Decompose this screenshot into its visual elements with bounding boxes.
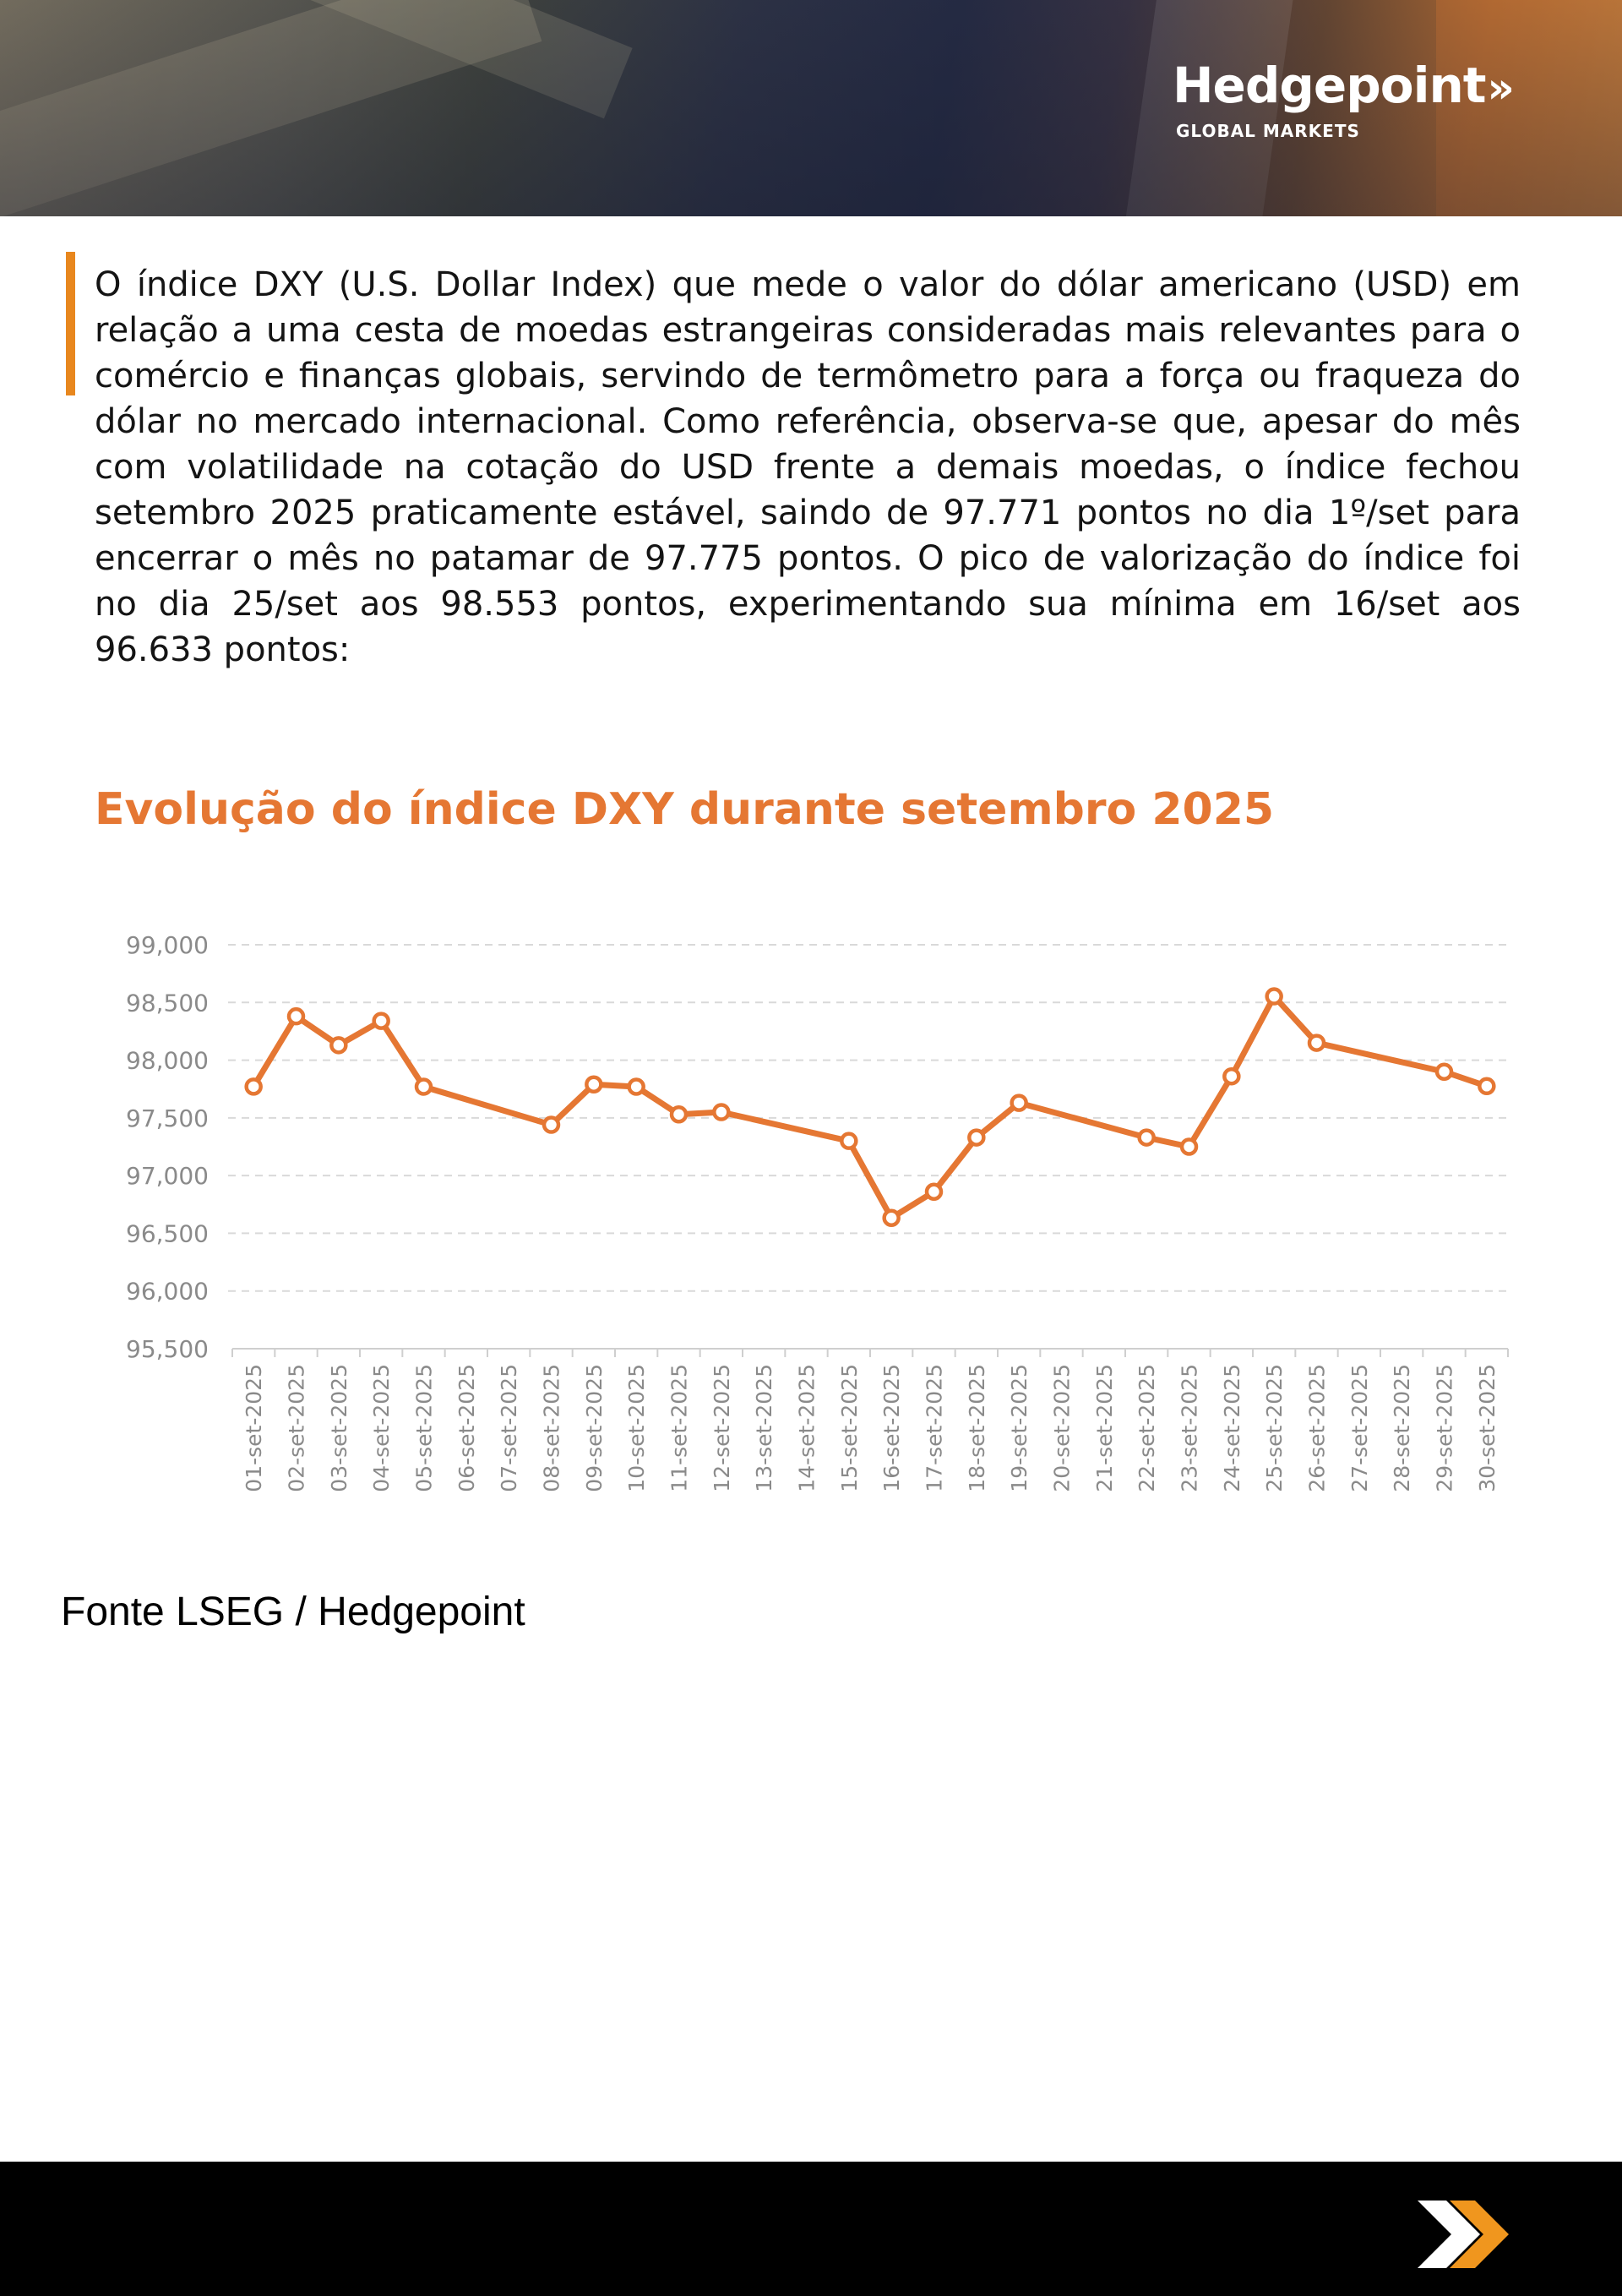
data-point [967,1128,986,1147]
x-tick-label: 27-set-2025 [1347,1364,1372,1492]
data-point [627,1077,645,1096]
brand-name: Hedgepoint [1173,57,1487,114]
footer-bar [0,2162,1622,2296]
x-tick-label: 18-set-2025 [965,1364,989,1492]
x-tick-label: 08-set-2025 [540,1364,564,1492]
y-tick-label: 99,000 [126,931,209,959]
x-tick-label: 14-set-2025 [795,1364,819,1492]
y-tick-label: 98,000 [126,1047,209,1075]
brand-subtitle: GLOBAL MARKETS [1176,121,1360,141]
intro-paragraph: O índice DXY (U.S. Dollar Index) que med… [95,265,1521,669]
x-tick-label: 23-set-2025 [1178,1364,1202,1492]
x-tick-label: 26-set-2025 [1305,1364,1330,1492]
y-tick-label: 96,500 [126,1219,209,1247]
hedgepoint-chevron-icon [1418,2201,1509,2268]
brand-chevron-icon: » [1487,63,1515,112]
data-point [286,1006,306,1026]
x-tick-label: 29-set-2025 [1433,1364,1457,1492]
x-tick-label: 10-set-2025 [624,1364,649,1492]
x-tick-label: 30-set-2025 [1475,1364,1500,1492]
data-point [882,1208,901,1228]
x-tick-label: 15-set-2025 [837,1364,862,1492]
y-tick-label: 96,000 [126,1278,209,1306]
series-line [250,993,1490,1221]
brand-logo: Hedgepoint» GLOBAL MARKETS [1173,61,1515,141]
y-tick-label: 95,500 [126,1335,209,1363]
data-point [1179,1137,1199,1156]
x-tick-label: 24-set-2025 [1220,1364,1244,1492]
header-banner: Hedgepoint» GLOBAL MARKETS [0,0,1622,216]
x-tick-label: 01-set-2025 [242,1364,266,1492]
data-point [244,1077,263,1096]
data-point [1222,1066,1241,1086]
x-tick-label: 22-set-2025 [1135,1364,1159,1492]
banknote-image-detail [1436,0,1622,216]
data-point [414,1077,433,1096]
data-point [840,1132,858,1150]
dxy-line-chart: 95,500 96,000 96,500 97,000 97,500 98,000 98,5… [126,931,1509,1492]
x-tick-label: 25-set-2025 [1262,1364,1287,1492]
source-note: Fonte LSEG / Hedgepoint [61,1590,525,1634]
chart-title: Evolução do índice DXY durante setembro … [95,784,1275,835]
x-tick-label: 19-set-2025 [1007,1364,1031,1492]
data-point [372,1012,390,1030]
x-tick-label: 13-set-2025 [752,1364,776,1492]
data-point [712,1103,731,1121]
data-point [1265,987,1283,1006]
x-tick-label: 17-set-2025 [923,1364,947,1492]
x-tick-label: 11-set-2025 [667,1364,692,1492]
x-tick-label: 16-set-2025 [879,1364,904,1492]
x-tick-label: 05-set-2025 [412,1364,437,1492]
banner-shade [0,0,1622,216]
y-tick-label: 98,500 [126,989,209,1017]
data-point [1137,1128,1156,1147]
data-point [542,1115,561,1134]
x-tick-label: 03-set-2025 [327,1364,351,1492]
x-tick-label: 09-set-2025 [582,1364,607,1492]
data-point [1307,1033,1326,1052]
data-point [1434,1062,1454,1081]
data-point [924,1182,944,1202]
x-tick-label: 07-set-2025 [497,1364,521,1492]
data-point [1010,1093,1028,1112]
quote-accent-bar [66,252,75,395]
y-tick-label: 97,000 [126,1162,209,1190]
x-tick-label: 28-set-2025 [1390,1364,1414,1492]
data-point [585,1075,603,1094]
x-tick-label: 20-set-2025 [1050,1364,1075,1492]
data-point [1478,1077,1496,1096]
x-tick-label: 06-set-2025 [454,1364,479,1492]
x-tick-label: 21-set-2025 [1092,1364,1117,1492]
x-tick-label: 04-set-2025 [369,1364,394,1492]
data-point [669,1105,689,1124]
x-tick-label: 02-set-2025 [285,1364,309,1492]
x-tick-label: 12-set-2025 [710,1364,734,1492]
y-tick-label: 97,500 [126,1104,209,1132]
data-point [329,1036,348,1055]
